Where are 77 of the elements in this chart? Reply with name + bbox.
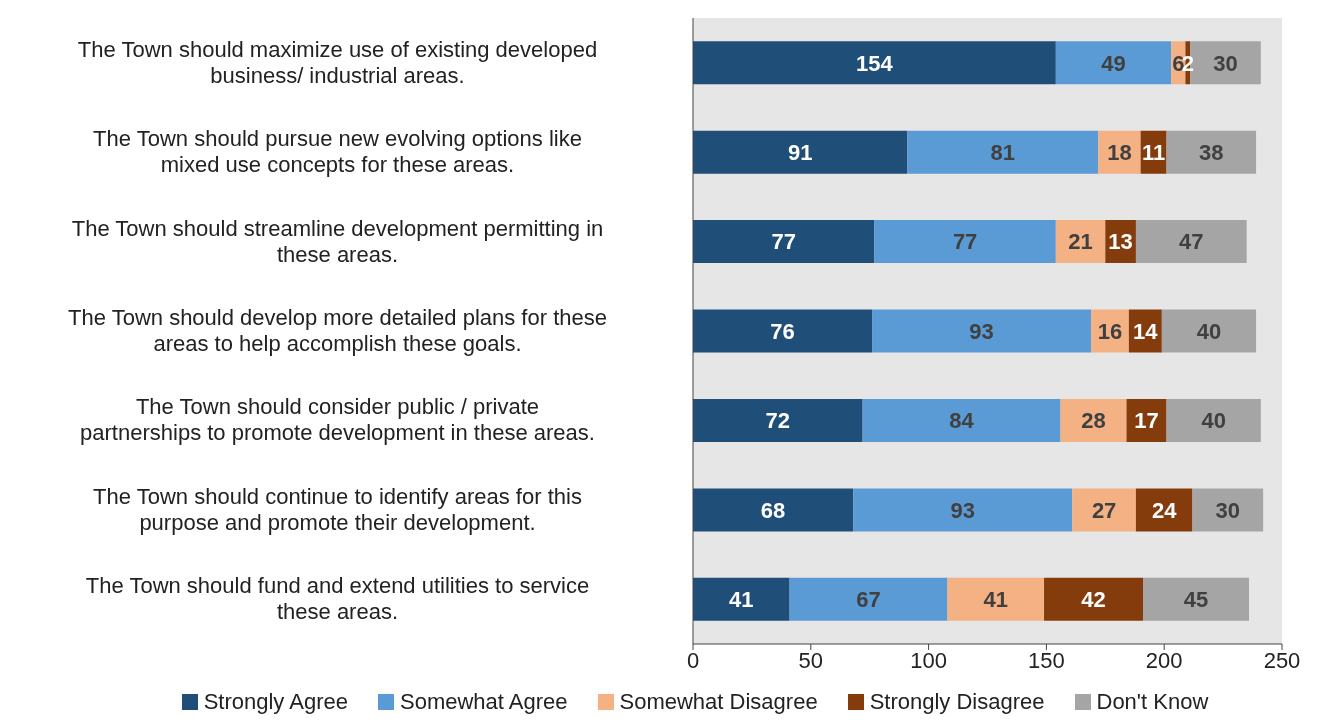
data-label: 13 [1108,229,1133,255]
x-tick-label: 50 [798,647,824,673]
data-label: 67 [856,587,881,613]
data-label: 40 [1196,318,1222,344]
data-label: 47 [1179,229,1204,255]
data-label: 40 [1201,408,1226,434]
data-label: 93 [969,318,994,344]
x-tick-label: 200 [1145,647,1183,673]
x-tick-label: 0 [686,647,700,673]
bar [1192,488,1264,532]
data-label: 28 [1081,408,1106,434]
legend-label: Strongly Disagree [868,689,1045,715]
data-label: 81 [990,139,1016,165]
bar [693,220,875,264]
data-label: 41 [983,587,1008,613]
data-label: 77 [952,229,978,255]
y-tick-label: The Town should maximize use of existing developed business/ industrial areas. [77,36,598,88]
data-label: 30 [1215,497,1241,523]
data-label: 21 [1068,229,1093,255]
legend-label: Strongly Agree [202,689,348,715]
bar [1135,488,1193,532]
bar [693,130,908,174]
data-label: 154 [856,50,894,76]
bar [1166,130,1257,174]
bar [693,309,873,353]
data-label: 27 [1091,497,1117,523]
data-label: 77 [771,229,796,255]
bar [693,577,790,621]
legend-label: Don't Know [1095,689,1209,715]
bar [693,488,854,532]
y-tick-label: The Town should consider public / private partnerships to promote development in these areas. [80,394,595,446]
data-label: 18 [1107,139,1132,165]
data-label: 42 [1081,587,1106,613]
y-tick-label: The Town should pursue new evolving options like mixed use concepts for these areas. [93,126,582,178]
bar [1055,41,1172,85]
legend-label: Somewhat Agree [398,689,568,715]
bar [1072,488,1136,532]
y-tick-label: The Town should continue to identify areas for this purpose and promote their development. [93,483,582,535]
data-label: 16 [1097,318,1123,344]
bar [1135,220,1247,264]
data-label: 84 [949,408,975,434]
bar [947,577,1045,621]
bar [874,220,1056,264]
data-label: 49 [1101,50,1126,76]
x-tick-label: 100 [910,647,947,673]
bar [1161,309,1257,353]
x-tick-label: 150 [1028,647,1065,673]
data-label: 38 [1199,139,1224,165]
y-tick-label: The Town should streamline development permitting in these areas. [71,215,604,267]
data-label: 72 [765,408,791,434]
y-tick-label: The Town should develop more detailed plans for these areas to help accomplish these goals. [68,305,607,356]
bar [862,398,1061,442]
bar [789,577,948,621]
bar [693,398,863,442]
y-tick-label: The Town should fund and extend utilities to service these areas. [85,573,590,625]
data-label: 68 [760,497,786,523]
x-tick-label: 250 [1263,647,1301,673]
data-label: 45 [1183,587,1209,613]
bar [872,309,1092,353]
bar [693,41,1056,85]
data-label: 30 [1213,50,1238,76]
bar [907,130,1099,174]
data-label: 91 [787,139,813,165]
data-label: 11 [1141,139,1166,165]
legend-label: Somewhat Disagree [618,689,818,715]
bar [1060,398,1127,442]
data-label: 14 [1133,318,1159,344]
bar [1166,398,1261,442]
bar [853,488,1073,532]
data-label: 17 [1134,408,1159,434]
data-label: 93 [950,497,975,523]
bar [1126,398,1167,442]
data-label: 76 [770,318,795,344]
bar [1143,577,1250,621]
data-label: 41 [729,587,754,613]
bar [1044,577,1143,621]
data-label: 24 [1151,497,1178,523]
